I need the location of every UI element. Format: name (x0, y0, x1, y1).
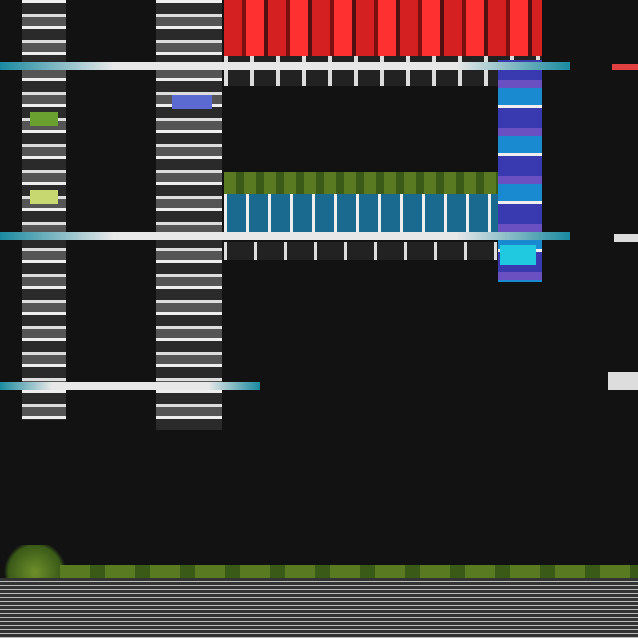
right-edge-beam-mid (614, 234, 638, 242)
green-window (30, 112, 58, 126)
middle-beam (0, 232, 570, 240)
right-edge-beam-top (612, 64, 638, 70)
red-facade (224, 0, 542, 56)
yellow-window (30, 190, 58, 204)
lower-floor-band (224, 242, 498, 260)
right-edge-beam-low (608, 372, 638, 390)
roof-planting (224, 172, 498, 194)
center-left-tower (156, 0, 222, 430)
blue-window (172, 95, 212, 109)
cyan-window (500, 245, 536, 265)
mid-floor-band (224, 192, 498, 232)
left-tower (22, 0, 66, 420)
upper-floor-band (224, 56, 542, 86)
paved-ground (0, 578, 638, 638)
top-beam (0, 62, 570, 70)
lower-beam (0, 382, 260, 390)
